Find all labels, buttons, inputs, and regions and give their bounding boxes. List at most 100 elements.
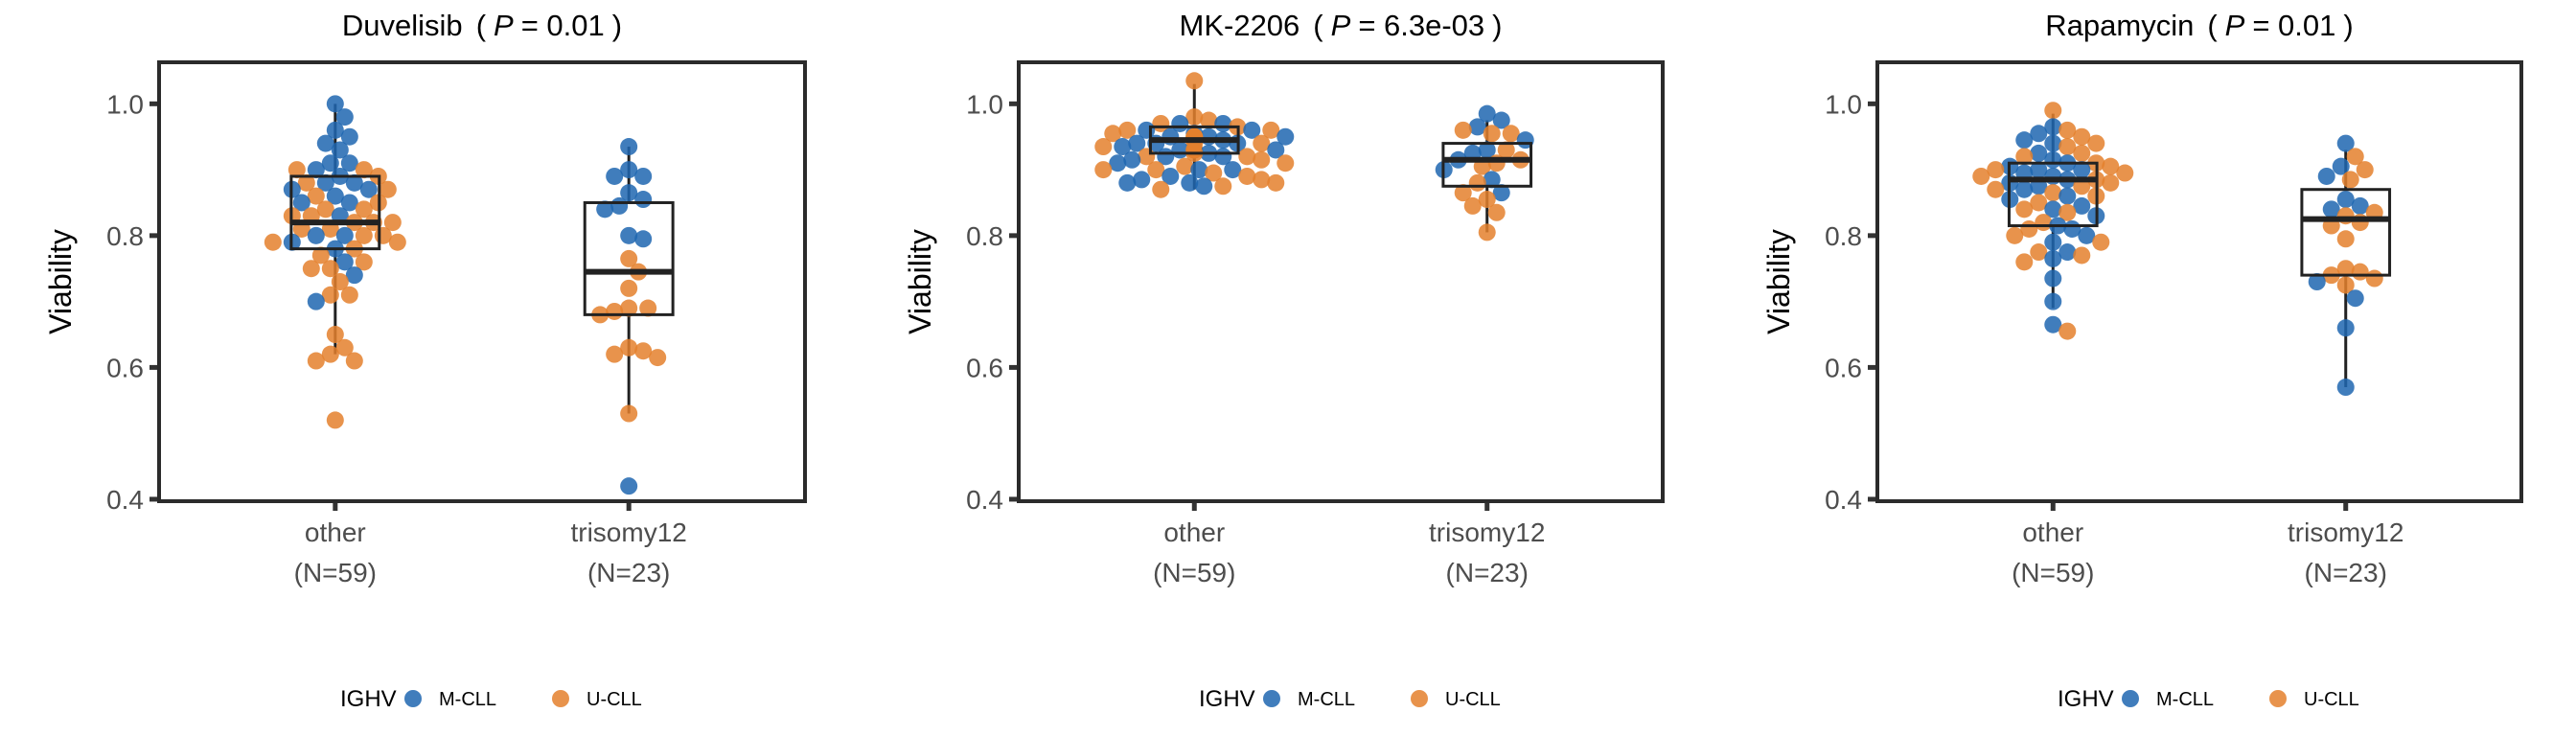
panel-rapamycin: Rapamycin (P = 0.01) Viability 0.4 0.6 0.8 1.0 o… [1761, 9, 2523, 712]
panel-border [1017, 60, 1665, 503]
x-tick-count: (N=23) [1446, 558, 1529, 587]
data-point-u-cll [1205, 164, 1223, 182]
y-tick-label: 0.4 [1825, 485, 1862, 515]
paren-open: ( [476, 9, 487, 42]
data-point-m-cll [606, 167, 624, 185]
data-point-u-cll [2336, 276, 2355, 294]
legend-label: M-CLL [2156, 689, 2214, 710]
data-point-u-cll [2015, 148, 2034, 166]
data-point-u-cll [302, 260, 320, 278]
data-point-u-cll [331, 273, 349, 290]
legend-label: U-CLL [2304, 689, 2359, 710]
panel-mk-2206: MK-2206 (P = 6.3e-03) Viability 0.4 0.6 0.8 1.0… [903, 9, 1665, 712]
y-axis-label: Viability [1761, 229, 1796, 334]
data-point-u-cll [307, 187, 325, 205]
panel-title: Duvelisib (P = 0.01) [342, 9, 622, 42]
data-point-m-cll [2030, 125, 2048, 143]
legend-key-u-cll-icon [2269, 690, 2287, 707]
data-point-m-cll [1190, 161, 1208, 179]
data-point-u-cll [2336, 260, 2355, 278]
data-point-m-cll [1243, 121, 1261, 139]
data-point-u-cll [1238, 148, 1256, 166]
legend-label: M-CLL [1298, 689, 1355, 710]
data-point-u-cll [2073, 144, 2091, 162]
data-point-m-cll [335, 226, 354, 244]
data-point-m-cll [326, 95, 344, 113]
data-point-m-cll [335, 108, 354, 126]
data-point-m-cll [1483, 171, 1501, 189]
legend-title: IGHV [2058, 686, 2114, 712]
legend-key-m-cll-icon [1263, 690, 1280, 707]
data-point-u-cll [1185, 108, 1204, 126]
x-tick-count: (N=23) [587, 558, 670, 587]
data-point-m-cll [1181, 173, 1199, 192]
x-tick-count: (N=23) [2305, 558, 2387, 587]
data-point-m-cll [2332, 157, 2350, 175]
data-point-u-cll [620, 249, 638, 267]
x-tick-label: other [2022, 518, 2083, 547]
data-point-m-cll [634, 191, 653, 209]
data-point-m-cll [2073, 196, 2091, 215]
legend-title: IGHV [340, 686, 397, 712]
y-tick-label: 1.0 [1825, 89, 1862, 119]
y-axis-label: Viability [903, 229, 937, 334]
drug-name: MK-2206 [1180, 9, 1300, 42]
data-point-m-cll [620, 138, 638, 156]
data-point-u-cll [2092, 233, 2110, 251]
data-point-u-cll [1487, 203, 1506, 221]
data-point-u-cll [383, 214, 402, 232]
data-point-u-cll [1200, 111, 1218, 129]
data-point-u-cll [1176, 157, 1194, 175]
data-point-u-cll [264, 233, 282, 251]
data-point-u-cll [1497, 141, 1515, 159]
data-point-u-cll [620, 279, 638, 297]
paren-close: ) [1492, 9, 1502, 42]
data-point-m-cll [345, 173, 363, 192]
p-label: P [2225, 9, 2245, 42]
data-point-m-cll [2030, 161, 2048, 179]
data-point-m-cll [620, 477, 638, 495]
drug-name: Duvelisib [342, 9, 463, 42]
paren-open: ( [2207, 9, 2218, 42]
data-point-u-cll [2116, 164, 2134, 182]
data-point-u-cll [335, 338, 354, 356]
data-point-m-cll [1276, 127, 1295, 146]
data-point-u-cll [1104, 125, 1122, 143]
data-point-m-cll [2044, 269, 2062, 288]
data-point-m-cll [2044, 233, 2062, 251]
data-point-u-cll [1276, 154, 1295, 172]
data-point-m-cll [1109, 154, 1127, 172]
data-point-m-cll [335, 253, 354, 271]
data-point-m-cll [1118, 173, 1137, 192]
data-point-u-cll [326, 411, 344, 429]
data-point-m-cll [307, 292, 325, 310]
legend-key-m-cll-icon [404, 690, 422, 707]
data-point-u-cll [340, 286, 358, 304]
data-point-m-cll [634, 167, 653, 185]
data-point-u-cll [1253, 171, 1271, 189]
box [289, 174, 381, 251]
data-point-u-cll [1238, 167, 1256, 185]
data-point-u-cll [1214, 177, 1232, 196]
data-point-u-cll [2073, 127, 2091, 146]
data-point-m-cll [2058, 243, 2077, 262]
data-point-m-cll [2336, 191, 2355, 209]
data-point-m-cll [2317, 167, 2335, 185]
y-tick-label: 0.8 [106, 221, 144, 251]
data-point-u-cll [388, 233, 406, 251]
y-tick-label: 0.4 [106, 485, 144, 515]
data-point-m-cll [2078, 226, 2096, 244]
p-value: = 0.01 [521, 9, 605, 42]
data-point-m-cll [345, 266, 363, 285]
data-point-m-cll [326, 121, 344, 139]
data-point-m-cll [1478, 141, 1496, 159]
data-point-u-cll [316, 200, 334, 218]
data-point-u-cll [355, 161, 373, 179]
data-point-m-cll [2044, 150, 2062, 169]
data-point-m-cll [620, 184, 638, 202]
data-point-u-cll [2073, 246, 2091, 264]
data-point-u-cll [2044, 184, 2062, 202]
data-point-m-cll [316, 134, 334, 152]
data-point-u-cll [1483, 125, 1501, 143]
panel-title: Rapamycin (P = 0.01) [2045, 9, 2353, 42]
